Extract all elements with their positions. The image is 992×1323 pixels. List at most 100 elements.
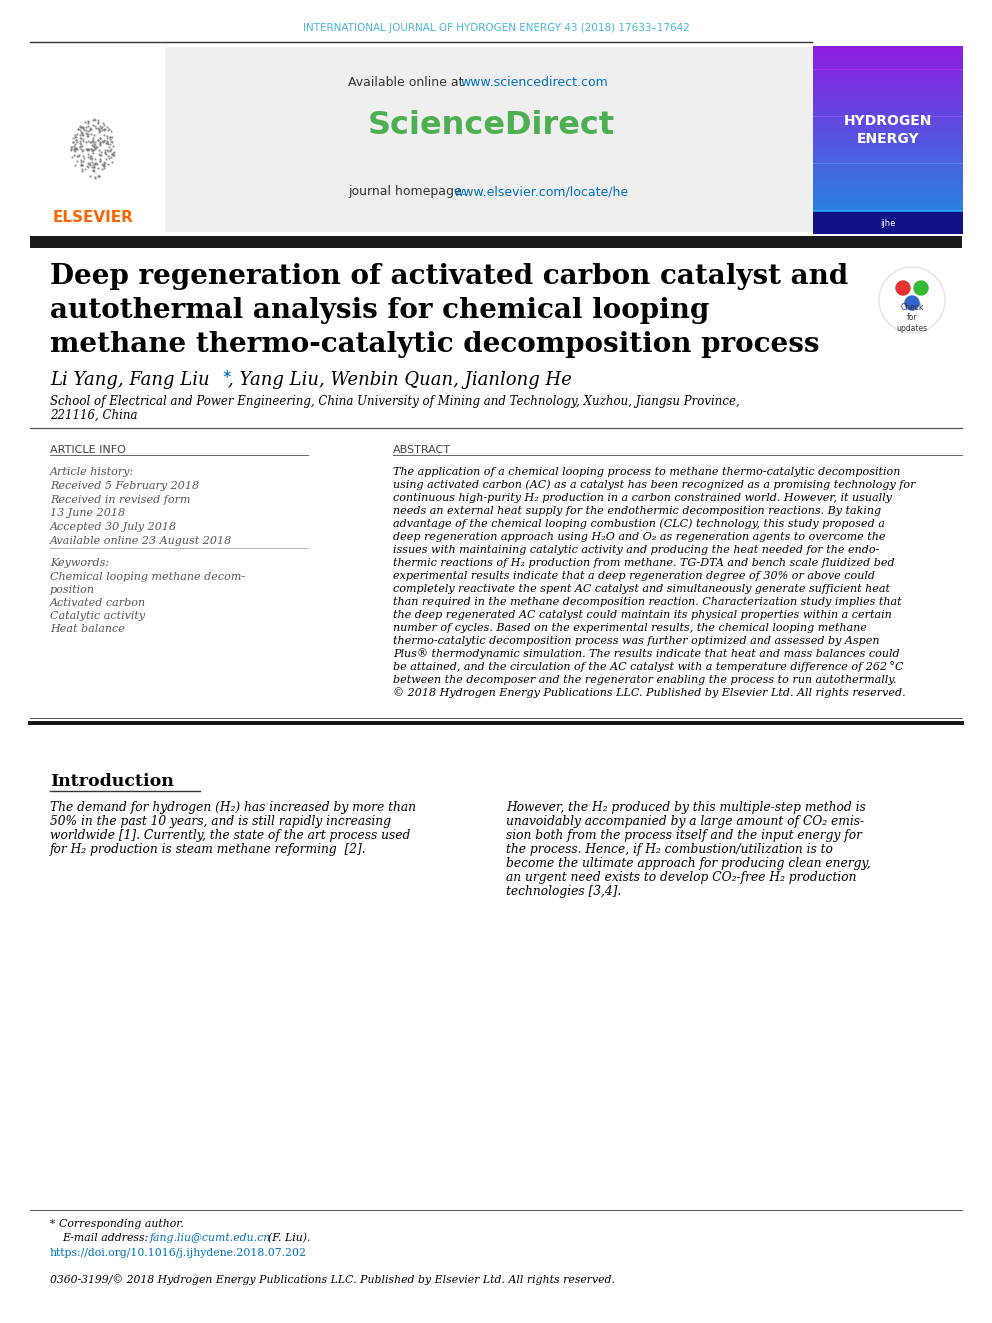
Text: deep regeneration approach using H₂O and O₂ as regeneration agents to overcome t: deep regeneration approach using H₂O and… <box>393 532 886 542</box>
Point <box>75 147 91 168</box>
Point <box>65 131 81 152</box>
Point <box>79 138 95 159</box>
Text: be attained, and the circulation of the AC catalyst with a temperature differenc: be attained, and the circulation of the … <box>393 662 904 672</box>
FancyBboxPatch shape <box>813 212 963 234</box>
Point <box>87 167 103 188</box>
Point <box>91 127 107 148</box>
Point <box>98 132 114 153</box>
FancyBboxPatch shape <box>813 56 963 60</box>
Circle shape <box>896 280 910 295</box>
Point <box>65 139 81 160</box>
Point <box>97 142 113 163</box>
Point <box>84 140 100 161</box>
Text: fang.liu@cumt.edu.cn: fang.liu@cumt.edu.cn <box>150 1233 271 1244</box>
Point <box>85 159 101 180</box>
Point <box>79 156 95 177</box>
FancyBboxPatch shape <box>813 225 963 229</box>
Point <box>74 161 90 183</box>
Text: The demand for hydrogen (H₂) has increased by more than: The demand for hydrogen (H₂) has increas… <box>50 802 416 815</box>
Point <box>67 140 83 161</box>
FancyBboxPatch shape <box>813 50 963 56</box>
FancyBboxPatch shape <box>813 116 963 122</box>
FancyBboxPatch shape <box>813 140 963 144</box>
FancyBboxPatch shape <box>813 131 963 135</box>
Point <box>94 130 110 151</box>
Point <box>72 136 88 157</box>
Point <box>106 144 122 165</box>
Point <box>101 139 117 160</box>
Text: thermic reactions of H₂ production from methane. TG-DTA and bench scale fluidize: thermic reactions of H₂ production from … <box>393 558 895 568</box>
Point <box>103 139 119 160</box>
Text: issues with maintaining catalytic activity and producing the heat needed for the: issues with maintaining catalytic activi… <box>393 545 879 556</box>
Text: Check
for
updates: Check for updates <box>897 303 928 333</box>
Point <box>68 138 84 159</box>
Point <box>63 136 79 157</box>
Text: * Corresponding author.: * Corresponding author. <box>50 1218 184 1229</box>
Text: https://doi.org/10.1016/j.ijhydene.2018.07.202: https://doi.org/10.1016/j.ijhydene.2018.… <box>50 1248 307 1258</box>
Point <box>104 151 120 172</box>
Point <box>96 131 112 152</box>
Point <box>84 134 100 155</box>
Point <box>78 138 94 159</box>
Point <box>102 128 118 149</box>
Point <box>100 119 116 140</box>
Point <box>80 112 96 134</box>
Point <box>104 126 120 147</box>
Text: ABSTRACT: ABSTRACT <box>393 445 451 455</box>
Text: continuous high-purity H₂ production in a carbon constrained world. However, it : continuous high-purity H₂ production in … <box>393 493 892 503</box>
Point <box>102 126 118 147</box>
Point <box>87 131 103 152</box>
FancyBboxPatch shape <box>813 220 963 225</box>
Point <box>76 119 92 140</box>
Point <box>86 136 102 157</box>
FancyBboxPatch shape <box>813 65 963 70</box>
Point <box>99 116 115 138</box>
Point <box>100 140 116 161</box>
FancyBboxPatch shape <box>813 122 963 126</box>
FancyBboxPatch shape <box>813 102 963 107</box>
Point <box>101 118 117 139</box>
FancyBboxPatch shape <box>813 159 963 164</box>
Text: an urgent need exists to develop CO₂-free H₂ production: an urgent need exists to develop CO₂-fre… <box>506 872 856 885</box>
FancyBboxPatch shape <box>813 126 963 131</box>
Point <box>96 118 112 139</box>
Point <box>100 146 116 167</box>
Point <box>87 139 103 160</box>
FancyBboxPatch shape <box>813 229 963 234</box>
FancyBboxPatch shape <box>813 46 963 50</box>
Point <box>93 142 109 163</box>
Point <box>92 132 108 153</box>
Text: become the ultimate approach for producing clean energy,: become the ultimate approach for produci… <box>506 857 871 871</box>
Point <box>87 136 103 157</box>
Point <box>71 124 87 146</box>
FancyBboxPatch shape <box>813 216 963 220</box>
Point <box>84 153 100 175</box>
Point <box>74 146 90 167</box>
Point <box>69 118 85 139</box>
Text: thermo-catalytic decomposition process was further optimized and assessed by Asp: thermo-catalytic decomposition process w… <box>393 636 880 646</box>
Point <box>73 151 89 172</box>
Point <box>74 128 90 149</box>
Point <box>74 155 90 176</box>
Text: Keywords:: Keywords: <box>50 558 109 568</box>
Point <box>94 159 110 180</box>
Point <box>79 111 95 132</box>
Text: (F. Liu).: (F. Liu). <box>268 1233 310 1244</box>
Point <box>82 165 98 187</box>
Point <box>66 138 82 159</box>
Text: methane thermo-catalytic decomposition process: methane thermo-catalytic decomposition p… <box>50 332 819 359</box>
FancyBboxPatch shape <box>813 149 963 153</box>
Point <box>90 165 106 187</box>
Point <box>63 136 79 157</box>
Text: E-mail address:: E-mail address: <box>62 1233 152 1244</box>
Point <box>92 134 108 155</box>
FancyBboxPatch shape <box>813 74 963 79</box>
Point <box>74 122 90 143</box>
FancyBboxPatch shape <box>813 79 963 83</box>
FancyBboxPatch shape <box>813 196 963 201</box>
Point <box>99 128 115 149</box>
Point <box>78 124 94 146</box>
Text: experimental results indicate that a deep regeneration degree of 30% or above co: experimental results indicate that a dee… <box>393 572 875 581</box>
FancyBboxPatch shape <box>813 107 963 112</box>
Point <box>81 153 97 175</box>
